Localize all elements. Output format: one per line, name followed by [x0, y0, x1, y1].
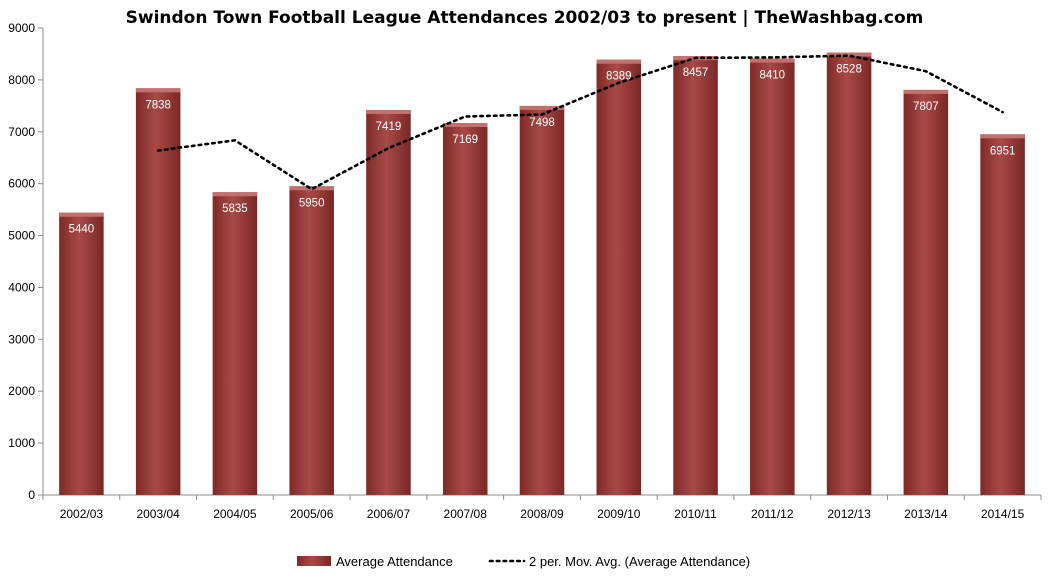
bar-top-highlight	[59, 212, 104, 217]
y-tick-label: 7000	[8, 125, 35, 139]
y-tick-label: 0	[28, 488, 35, 502]
y-tick-label: 5000	[8, 229, 35, 243]
legend-label-line: 2 per. Mov. Avg. (Average Attendance)	[529, 554, 750, 569]
bar	[212, 192, 258, 495]
bar-top-highlight	[903, 89, 949, 94]
data-label: 8457	[683, 67, 709, 79]
bar	[980, 134, 1025, 496]
data-label: 7498	[529, 117, 555, 129]
y-tick-label: 1000	[8, 436, 35, 450]
legend-swatch-bar	[297, 556, 331, 566]
x-tick-label: 2010/11	[674, 507, 717, 521]
data-label: 8389	[606, 71, 632, 83]
bar	[366, 110, 411, 496]
data-label: 7807	[913, 101, 939, 113]
x-tick-label: 2008/09	[520, 507, 564, 521]
bar-top-highlight	[442, 123, 488, 128]
data-label: 7838	[145, 99, 171, 111]
bar	[59, 212, 104, 496]
x-tick-label: 2013/14	[904, 507, 948, 521]
bar-top-highlight	[366, 110, 411, 115]
bar	[903, 89, 949, 495]
x-tick-label: 2012/13	[827, 507, 871, 521]
x-tick-label: 2005/06	[290, 507, 334, 521]
data-label: 7169	[452, 134, 478, 146]
bar	[519, 105, 565, 496]
x-tick-label: 2014/15	[981, 507, 1025, 521]
bar-top-highlight	[135, 88, 181, 93]
moving-average-line	[156, 54, 1004, 191]
bar	[135, 88, 181, 495]
data-label: 5440	[69, 224, 95, 236]
bar-top-highlight	[980, 134, 1025, 139]
y-tick-label: 8000	[8, 73, 35, 87]
bar	[826, 52, 872, 496]
bar-top-highlight	[519, 105, 565, 110]
bar	[289, 186, 334, 495]
y-tick-label: 6000	[8, 177, 35, 191]
bar-top-highlight	[289, 186, 334, 191]
x-tick-label: 2011/12	[751, 507, 794, 521]
x-tick-label: 2004/05	[213, 507, 257, 521]
data-label: 8528	[836, 63, 862, 75]
bar-top-highlight	[596, 59, 642, 64]
bar	[596, 59, 642, 496]
y-tick-label: 2000	[8, 384, 35, 398]
chart-title: Swindon Town Football League Attendances…	[125, 8, 924, 28]
bar	[673, 56, 718, 496]
x-tick-label: 2009/10	[597, 507, 641, 521]
y-tick-label: 3000	[8, 332, 35, 346]
bar	[750, 58, 795, 496]
bar-top-highlight	[212, 192, 258, 197]
data-label: 5950	[299, 197, 325, 209]
bar	[442, 123, 488, 496]
data-label: 5835	[222, 203, 248, 215]
x-tick-label: 2002/03	[60, 507, 104, 521]
legend-label-bar: Average Attendance	[336, 554, 453, 569]
x-tick-label: 2003/04	[136, 507, 180, 521]
y-tick-label: 4000	[8, 280, 35, 294]
x-tick-label: 2007/08	[444, 507, 488, 521]
y-tick-label: 9000	[8, 21, 35, 35]
bar-top-highlight	[750, 58, 795, 63]
data-label: 8410	[760, 70, 786, 82]
data-label: 6951	[990, 145, 1016, 157]
x-tick-label: 2006/07	[367, 507, 411, 521]
bar-top-highlight	[826, 52, 872, 57]
data-label: 7419	[376, 121, 402, 133]
